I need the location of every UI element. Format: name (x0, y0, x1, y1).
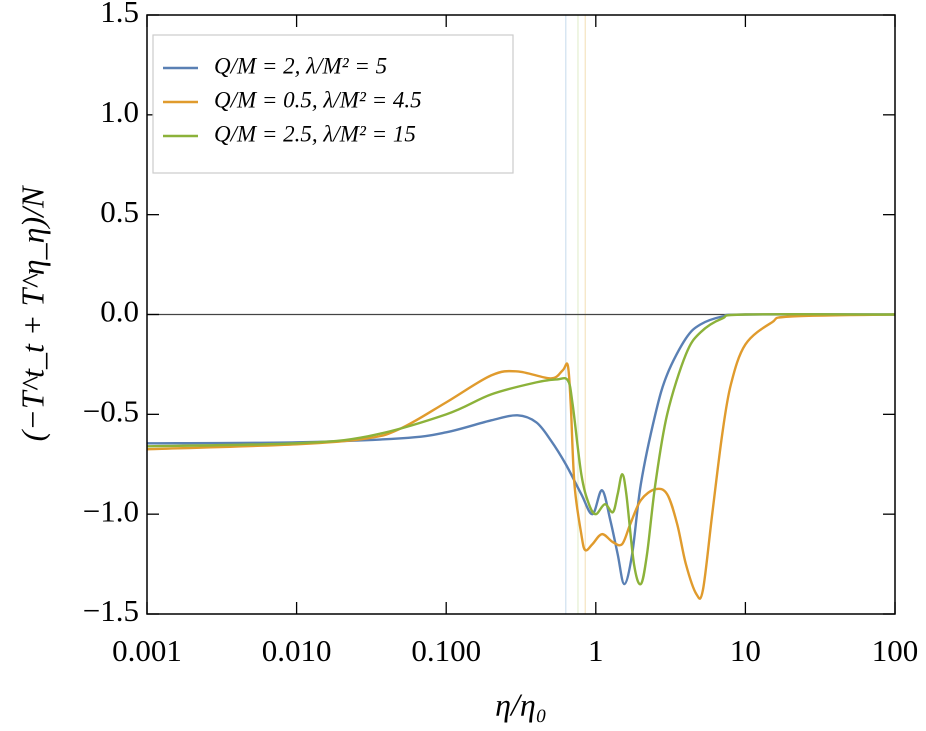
y-tick-label: 1.0 (100, 94, 139, 129)
y-tick-label: −1.0 (83, 493, 139, 528)
line (146, 313, 896, 600)
line (146, 313, 896, 586)
x-axis-label: η/η₀ (495, 686, 547, 722)
y-tick-label: −0.5 (83, 393, 139, 428)
y-tick-label: −1.5 (83, 593, 139, 628)
legend-label: Q/M = 2, λ/M² = 5 (214, 53, 387, 78)
x-tick-label: 0.100 (411, 633, 481, 668)
legend-box (152, 34, 514, 174)
plot-frame (146, 14, 896, 615)
legend: Q/M = 2, λ/M² = 5 Q/M = 0.5, λ/M² = 4.5 Q/… (152, 34, 514, 174)
x-tick-label: 100 (872, 633, 919, 668)
y-tick-label: 1.5 (100, 0, 139, 29)
y-tick-label: 0.5 (100, 194, 139, 229)
x-tick-label: 0.001 (112, 633, 182, 668)
legend-label: Q/M = 2.5, λ/M² = 15 (214, 121, 416, 146)
x-tick-label: 10 (730, 633, 761, 668)
y-tick-label: 0.0 (100, 294, 139, 329)
x-tick-label: 1 (588, 633, 604, 668)
x-tick-label: 0.010 (262, 633, 332, 668)
legend-label: Q/M = 0.5, λ/M² = 4.5 (214, 87, 422, 112)
y-axis-label: (−T^t_t + T^η_η)/N (14, 185, 50, 442)
line (146, 313, 896, 586)
